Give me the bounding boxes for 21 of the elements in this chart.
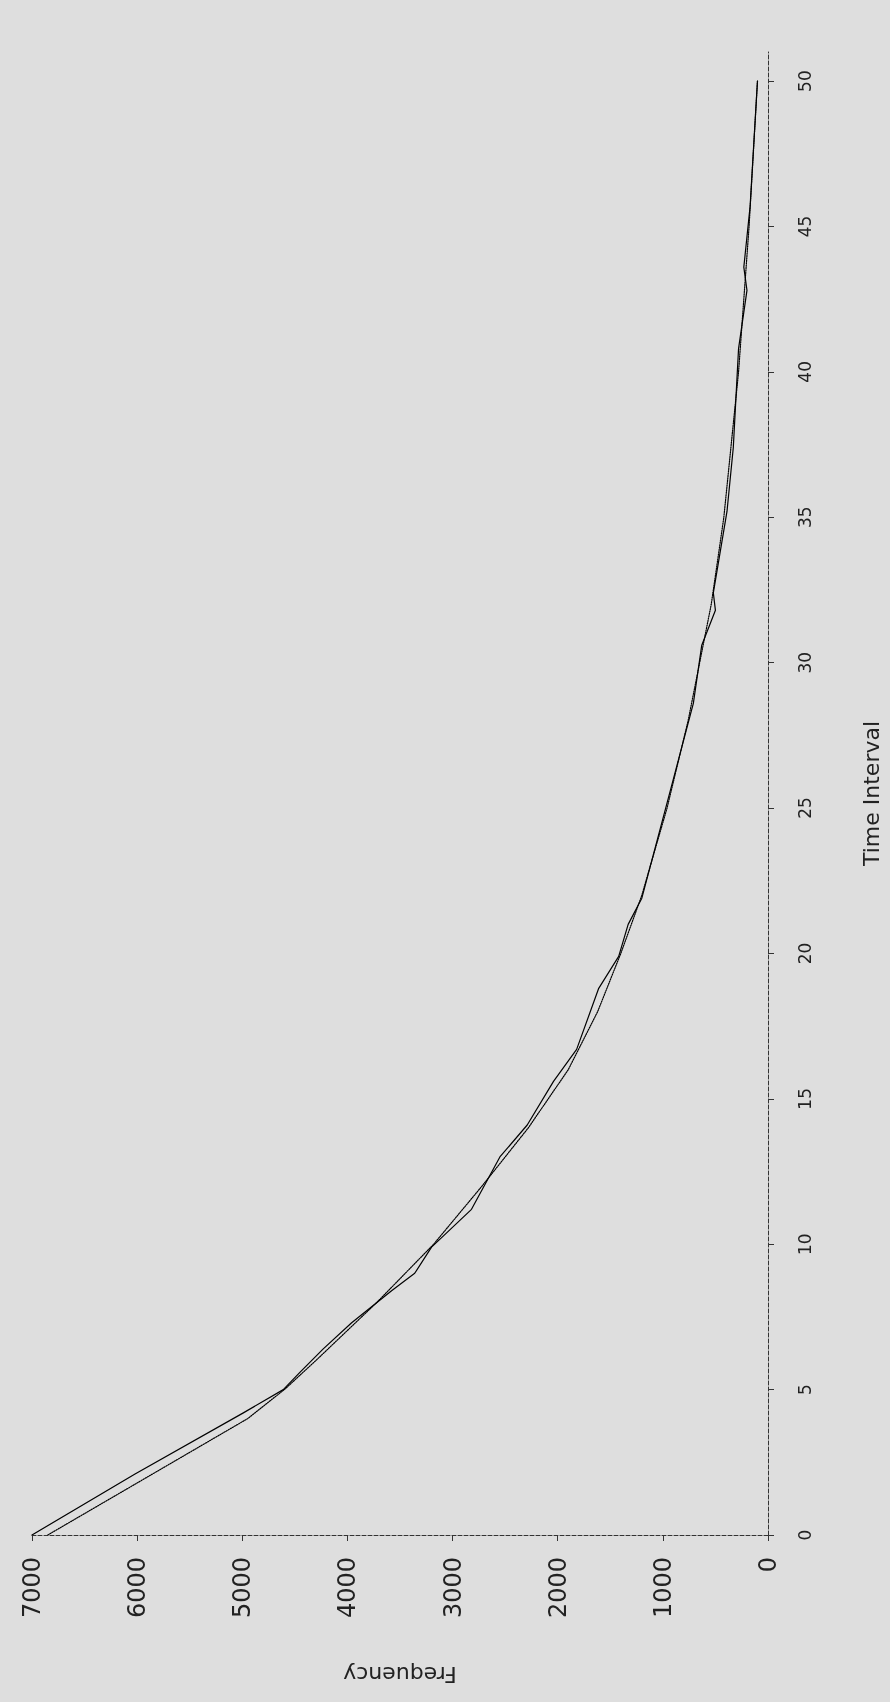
x-tick-label: 4000 [333, 1557, 362, 1619]
x-tick-label: 3000 [438, 1557, 467, 1619]
y-tick-label: 20 [794, 942, 815, 965]
y-tick-label: 30 [794, 651, 815, 674]
y-tick-label: 10 [794, 1233, 815, 1256]
x-tick-label: 0 [754, 1557, 782, 1573]
y-tick-label: 25 [794, 797, 815, 819]
y-tick-label: 40 [794, 361, 815, 383]
y-tick-label: 15 [794, 1088, 815, 1110]
y-tick-label: 35 [794, 506, 815, 529]
x-axis-title: Frequency [343, 1661, 457, 1687]
x-tick-label: 1000 [648, 1557, 677, 1619]
x-tick-label: 5000 [228, 1557, 257, 1619]
y-tick-label: 0 [794, 1529, 815, 1541]
y-tick-label: 45 [794, 215, 815, 238]
y-tick-label: 5 [794, 1384, 815, 1396]
y-axis-title: Time Interval [858, 720, 884, 868]
x-tick-label: 7000 [18, 1557, 46, 1619]
x-tick-label: 2000 [543, 1557, 572, 1619]
y-tick-label: 50 [794, 70, 815, 92]
x-tick-label: 6000 [123, 1557, 152, 1619]
